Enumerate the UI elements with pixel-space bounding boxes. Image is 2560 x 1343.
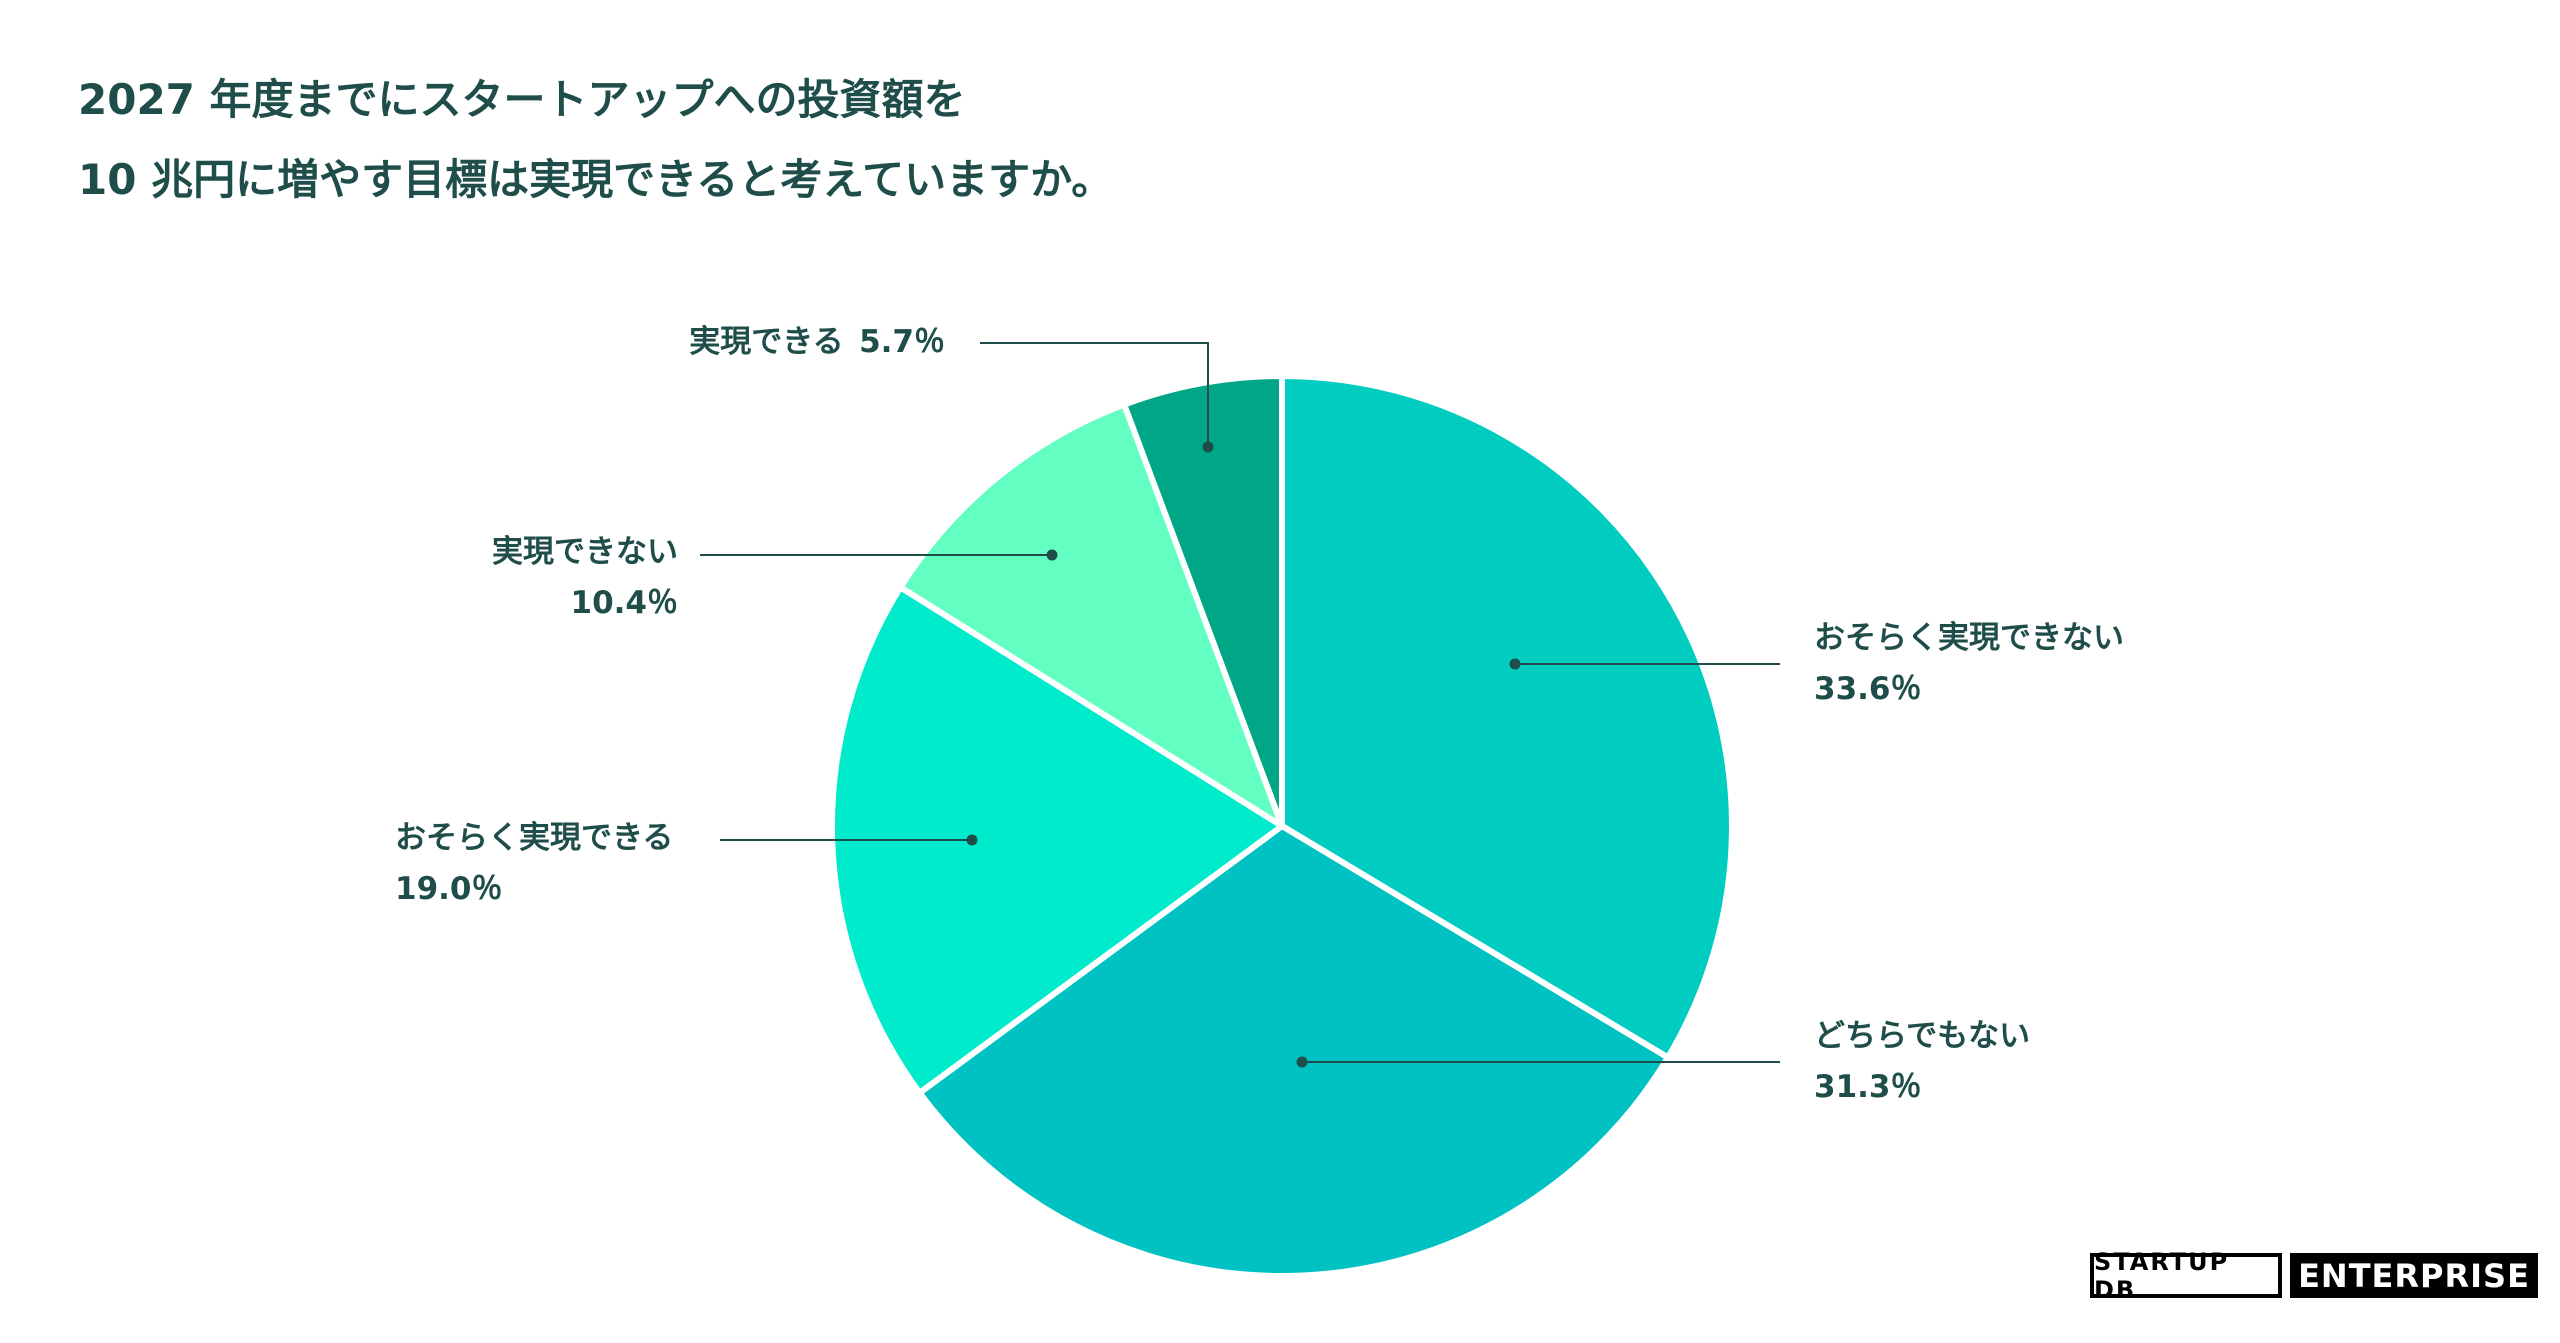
slice-label-1: おそらく実現できない <box>1814 620 2124 656</box>
pie-slice-5 <box>1121 373 1285 829</box>
leader-lines <box>700 342 1780 1068</box>
enterprise-logo: ENTERPRISE <box>2290 1253 2538 1298</box>
slice-label-3: おそらく実現できる <box>395 820 673 856</box>
leader-dot-1 <box>1509 658 1521 670</box>
slice-value-2: 31.3％ <box>1814 1069 1922 1105</box>
pie-slices <box>829 373 1735 1279</box>
leader-dot-5 <box>1202 441 1214 453</box>
slice-label-5: 実現できる 5.7％ <box>689 324 945 360</box>
chart-title-line-1: 2027 年度までにスタートアップへの投資額を <box>78 75 966 124</box>
slice-value-1: 33.6％ <box>1814 671 1922 707</box>
leader-dot-4 <box>1046 549 1058 561</box>
leader-line-5 <box>980 342 1209 447</box>
slice-value-3: 19.0％ <box>395 871 503 907</box>
slice-value-4: 10.4％ <box>571 585 679 621</box>
leader-dot-3 <box>966 834 978 846</box>
slice-labels: おそらく実現できない 33.6％ どちらでもない 31.3％ おそらく実現できる 19.0… <box>395 324 2124 1105</box>
leader-dot-2 <box>1296 1056 1308 1068</box>
slice-label-2: どちらでもない <box>1814 1018 2030 1054</box>
chart-title: 2027 年度までにスタートアップへの投資額を 10 兆円に増やす目標は実現でき… <box>78 60 1113 220</box>
startup-db-logo: STARTUP DB <box>2090 1248 2282 1304</box>
pie-slice-4 <box>897 401 1285 829</box>
pie-slice-1 <box>1279 373 1735 1061</box>
chart-title-line-2: 10 兆円に増やす目標は実現できると考えていますか。 <box>78 155 1114 204</box>
slice-label-4: 実現できない <box>492 534 678 570</box>
pie-slice-3 <box>829 584 1285 1096</box>
pie-slice-2 <box>916 823 1671 1279</box>
